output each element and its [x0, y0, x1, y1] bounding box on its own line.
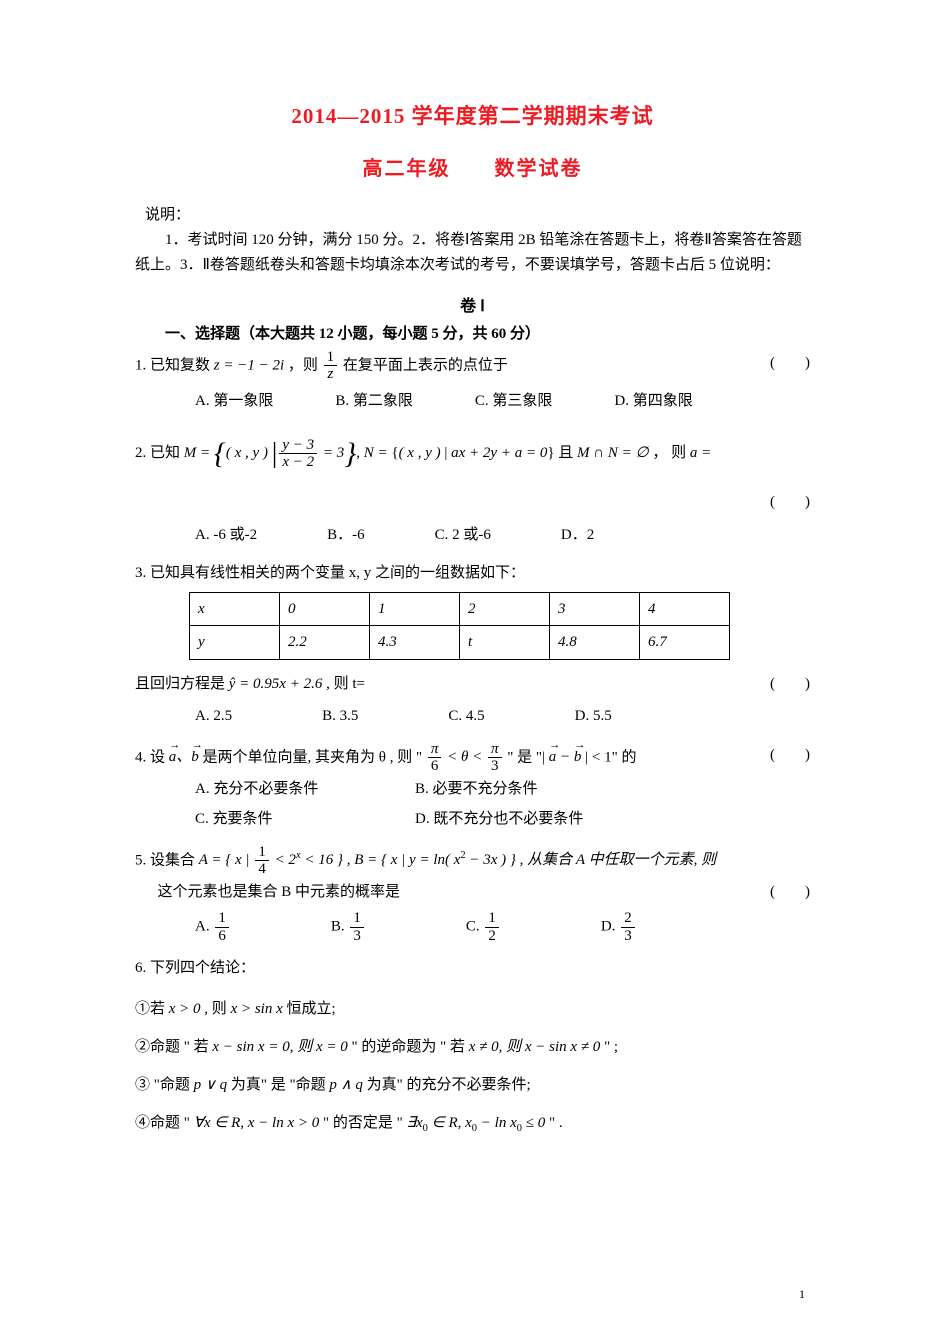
q6-s4: ④命题 " ∀x ∈ R, x − ln x > 0 " 的否定是 " ∃x0 …: [135, 1111, 810, 1138]
q3-reg-expr: ŷ = 0.95x + 2.6: [229, 676, 323, 692]
q3-table: x 0 1 2 3 4 y 2.2 4.3 t 4.8 6.7: [189, 592, 730, 660]
cell: 3: [550, 592, 640, 626]
q2-mid3: ， 则: [652, 445, 690, 461]
q2-a-eq: a =: [690, 445, 711, 461]
table-row: x 0 1 2 3 4: [190, 592, 730, 626]
q1-optC: C. 第三象限: [475, 387, 553, 416]
cell: 0: [280, 592, 370, 626]
q5-prefix: 5. 设集合: [135, 852, 199, 868]
q6-s3: ③ "命题 p ∨ q 为真" 是 "命题 p ∧ q 为真" 的充分不必要条件…: [135, 1073, 810, 1097]
q5-options: A. 16 B. 13 C. 12 D. 23: [195, 910, 810, 944]
q1-options: A. 第一象限 B. 第二象限 C. 第三象限 D. 第四象限: [195, 387, 810, 416]
q4-range: π6 < θ < π3: [426, 749, 504, 765]
doc-title-line2: 高二年级 数学试卷: [135, 152, 810, 181]
q4-mid1: 是两个单位向量, 其夹角为 θ , 则 ": [203, 749, 423, 765]
q4-optA: A. 充分不必要条件: [195, 775, 415, 804]
cell: 2.2: [280, 626, 370, 660]
cell: 2: [460, 592, 550, 626]
question-6: 6. 下列四个结论： ①若 x > 0 , 则 x > sin x 恒成立; ②…: [135, 954, 810, 1137]
q4-prefix: 4. 设: [135, 749, 165, 765]
q5-line2: 这个元素也是集合 B 中元素的概率是: [158, 884, 401, 900]
q2-optD: D．2: [561, 521, 594, 550]
question-4: 4. 设 a、b 是两个单位向量, 其夹角为 θ , 则 " π6 < θ < …: [135, 741, 810, 834]
q3-optD: D. 5.5: [575, 702, 612, 731]
q4-mid2: " 是 "|: [507, 749, 549, 765]
q3-th-x: x: [190, 592, 280, 626]
q6-s2: ②命题 " 若 x − sin x = 0, 则 x = 0 " 的逆命题为 "…: [135, 1035, 810, 1059]
q2-prefix: 2. 已知: [135, 445, 184, 461]
q4-optB: B. 必要不充分条件: [415, 775, 695, 804]
q5-optC: C. 12: [466, 910, 501, 944]
q4-mid3: | < 1" 的: [585, 749, 636, 765]
cell: 4.3: [370, 626, 460, 660]
q5-setA: A = { x | 14 < 2x < 16 }: [199, 852, 343, 868]
question-3: 3. 已知具有线性相关的两个变量 x, y 之间的一组数据如下： x 0 1 2…: [135, 559, 810, 731]
q3-optB: B. 3.5: [322, 702, 358, 731]
q3-reg-suffix: , 则 t=: [326, 676, 365, 692]
q5-paren: ( ): [770, 878, 810, 907]
table-row: y 2.2 4.3 t 4.8 6.7: [190, 626, 730, 660]
q4-optD: D. 既不充分也不必要条件: [415, 805, 695, 834]
cell: 1: [370, 592, 460, 626]
q5-optD: D. 23: [601, 910, 637, 944]
q1-mid1: ，则: [288, 357, 322, 373]
q1-paren: ( ): [770, 349, 810, 378]
q1-mid2: 在复平面上表示的点位于: [343, 357, 508, 373]
q2-optB: B．-6: [327, 521, 365, 550]
question-5: 5. 设集合 A = { x | 14 < 2x < 16 } , B = { …: [135, 844, 810, 945]
q2-optC: C. 2 或-6: [435, 521, 491, 550]
q4-diff: a − b: [549, 749, 582, 765]
q2-set-M: M = {( x , y ) |y − 3x − 2 = 3}, N = {( …: [184, 445, 555, 461]
q2-paren: ( ): [770, 488, 810, 517]
q4-paren: ( ): [770, 741, 810, 770]
instructions-body: 1．考试时间 120 分钟，满分 150 分。2．将卷Ⅰ答案用 2B 铅笔涂在答…: [135, 228, 810, 278]
q2-mid1: 且: [558, 445, 577, 461]
cell: 4: [640, 592, 730, 626]
q1-prefix: 1. 已知复数: [135, 357, 214, 373]
q5-optA: A. 16: [195, 910, 231, 944]
q3-line1: 3. 已知具有线性相关的两个变量 x, y 之间的一组数据如下：: [135, 559, 810, 588]
question-1: 1. 已知复数 z = −1 − 2i ，则 1z 在复平面上表示的点位于 ( …: [135, 349, 810, 416]
q1-optB: B. 第二象限: [335, 387, 413, 416]
q6-header: 6. 下列四个结论：: [135, 954, 810, 983]
cell: 6.7: [640, 626, 730, 660]
q5-setB: , B = { x | y = ln( x2 − 3x ) } , 从集合 A …: [347, 852, 716, 868]
q4-vec-a: a、b: [169, 749, 199, 765]
q3-optC: C. 4.5: [448, 702, 484, 731]
q4-options: A. 充分不必要条件 B. 必要不充分条件 C. 充要条件 D. 既不充分也不必…: [195, 775, 810, 834]
q3-paren: ( ): [770, 670, 810, 699]
cell: 4.8: [550, 626, 640, 660]
section-header: 一、选择题（本大题共 12 小题，每小题 5 分，共 60 分）: [165, 322, 810, 343]
q3-reg-prefix: 且回归方程是: [135, 676, 229, 692]
q1-frac: 1z: [324, 349, 338, 383]
doc-title-line1: 2014—2015 学年度第二学期期末考试: [135, 100, 810, 130]
q4-optC: C. 充要条件: [195, 805, 415, 834]
q2-optA: A. -6 或-2: [195, 521, 257, 550]
question-2: 2. 已知 M = {( x , y ) |y − 3x − 2 = 3}, N…: [135, 425, 810, 549]
instructions-label: 说明：: [145, 203, 810, 224]
section-roman-label: 卷 Ⅰ: [135, 292, 810, 316]
q2-options: A. -6 或-2 B．-6 C. 2 或-6 D．2: [195, 521, 810, 550]
q1-optA: A. 第一象限: [195, 387, 273, 416]
q1-optD: D. 第四象限: [614, 387, 692, 416]
q3-options: A. 2.5 B. 3.5 C. 4.5 D. 5.5: [195, 702, 810, 731]
cell: t: [460, 626, 550, 660]
q1-expr-z: z = −1 − 2i: [214, 357, 284, 373]
page-number: 1: [799, 1287, 805, 1302]
q5-optB: B. 13: [331, 910, 366, 944]
q2-intersect: M ∩ N = ∅: [577, 445, 649, 461]
q3-optA: A. 2.5: [195, 702, 232, 731]
q3-th-y: y: [190, 626, 280, 660]
q6-s1: ①若 x > 0 , 则 x > sin x 恒成立;: [135, 997, 810, 1021]
